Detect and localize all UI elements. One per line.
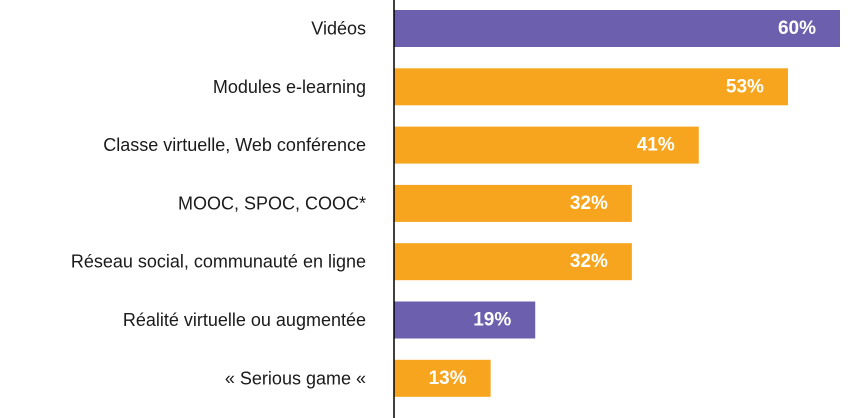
bar bbox=[394, 301, 536, 339]
bar bbox=[394, 126, 699, 164]
value-labels-group: 60% 53% 41% 32% 32% 19% 13% bbox=[429, 18, 817, 389]
category-label: Réseau social, communauté en ligne bbox=[71, 252, 366, 272]
value-label: 32% bbox=[570, 251, 608, 272]
bar bbox=[394, 184, 632, 222]
category-label: MOOC, SPOC, COOC* bbox=[178, 193, 366, 213]
bar bbox=[394, 68, 788, 106]
category-label: Modules e-learning bbox=[213, 77, 366, 97]
value-label: 13% bbox=[429, 368, 467, 389]
value-label: 41% bbox=[637, 135, 675, 156]
bar bbox=[394, 243, 632, 281]
value-label: 60% bbox=[778, 18, 816, 39]
category-label: Réalité virtuelle ou augmentée bbox=[123, 310, 366, 330]
bar bbox=[394, 359, 491, 397]
value-label: 53% bbox=[726, 76, 764, 97]
category-label: Vidéos bbox=[311, 19, 366, 39]
category-label: Classe virtuelle, Web conférence bbox=[103, 135, 366, 155]
value-label: 32% bbox=[570, 193, 608, 214]
category-labels-group: Vidéos Modules e-learning Classe virtuelle… bbox=[71, 19, 366, 389]
category-label: « Serious game « bbox=[225, 368, 366, 388]
bar bbox=[394, 10, 840, 47]
value-label: 19% bbox=[473, 310, 511, 331]
bars-group bbox=[394, 10, 840, 397]
